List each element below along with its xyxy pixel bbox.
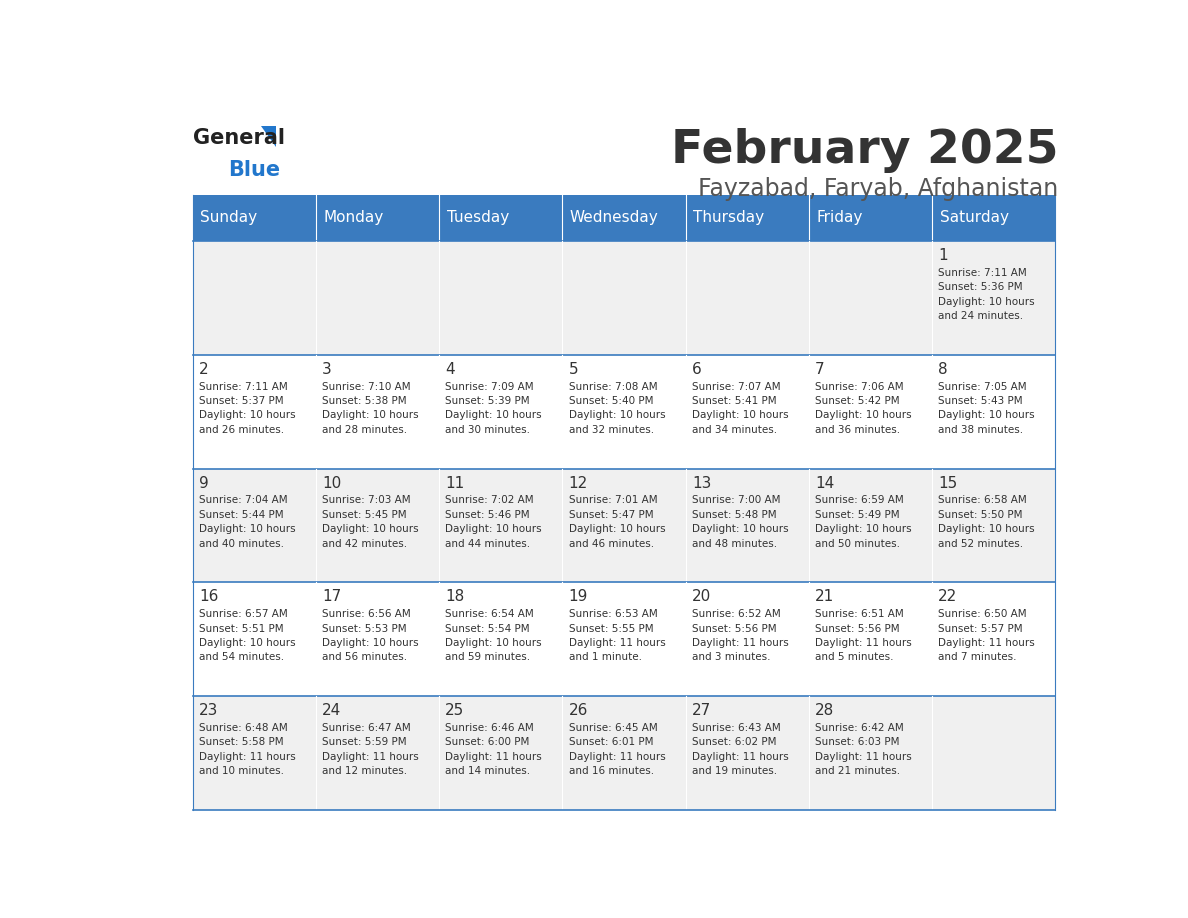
Text: Tuesday: Tuesday	[447, 210, 508, 226]
Text: Sunrise: 6:48 AM
Sunset: 5:58 PM
Daylight: 11 hours
and 10 minutes.: Sunrise: 6:48 AM Sunset: 5:58 PM Dayligh…	[198, 723, 296, 777]
Text: Sunrise: 6:42 AM
Sunset: 6:03 PM
Daylight: 11 hours
and 21 minutes.: Sunrise: 6:42 AM Sunset: 6:03 PM Dayligh…	[815, 723, 912, 777]
Bar	[192, 468, 1055, 582]
Text: 15: 15	[939, 476, 958, 490]
Text: 4: 4	[446, 362, 455, 376]
Bar	[192, 195, 316, 241]
Polygon shape	[261, 126, 277, 147]
Bar	[809, 195, 933, 241]
Text: 3: 3	[322, 362, 331, 376]
Bar	[440, 195, 562, 241]
Text: 20: 20	[691, 589, 712, 604]
Text: February 2025: February 2025	[671, 128, 1059, 173]
Text: Sunrise: 7:07 AM
Sunset: 5:41 PM
Daylight: 10 hours
and 34 minutes.: Sunrise: 7:07 AM Sunset: 5:41 PM Dayligh…	[691, 382, 789, 435]
Text: 25: 25	[446, 703, 465, 718]
Text: 8: 8	[939, 362, 948, 376]
Text: 19: 19	[569, 589, 588, 604]
Text: Sunrise: 7:00 AM
Sunset: 5:48 PM
Daylight: 10 hours
and 48 minutes.: Sunrise: 7:00 AM Sunset: 5:48 PM Dayligh…	[691, 496, 789, 549]
Text: Sunrise: 6:59 AM
Sunset: 5:49 PM
Daylight: 10 hours
and 50 minutes.: Sunrise: 6:59 AM Sunset: 5:49 PM Dayligh…	[815, 496, 911, 549]
Text: Sunrise: 7:06 AM
Sunset: 5:42 PM
Daylight: 10 hours
and 36 minutes.: Sunrise: 7:06 AM Sunset: 5:42 PM Dayligh…	[815, 382, 911, 435]
Bar	[316, 195, 440, 241]
Text: Sunrise: 6:45 AM
Sunset: 6:01 PM
Daylight: 11 hours
and 16 minutes.: Sunrise: 6:45 AM Sunset: 6:01 PM Dayligh…	[569, 723, 665, 777]
Text: 21: 21	[815, 589, 834, 604]
Text: Sunrise: 7:01 AM
Sunset: 5:47 PM
Daylight: 10 hours
and 46 minutes.: Sunrise: 7:01 AM Sunset: 5:47 PM Dayligh…	[569, 496, 665, 549]
Text: Fayzabad, Faryab, Afghanistan: Fayzabad, Faryab, Afghanistan	[697, 177, 1059, 201]
Text: Sunrise: 7:03 AM
Sunset: 5:45 PM
Daylight: 10 hours
and 42 minutes.: Sunrise: 7:03 AM Sunset: 5:45 PM Dayligh…	[322, 496, 418, 549]
Text: Sunrise: 6:51 AM
Sunset: 5:56 PM
Daylight: 11 hours
and 5 minutes.: Sunrise: 6:51 AM Sunset: 5:56 PM Dayligh…	[815, 610, 912, 663]
Text: Sunrise: 6:52 AM
Sunset: 5:56 PM
Daylight: 11 hours
and 3 minutes.: Sunrise: 6:52 AM Sunset: 5:56 PM Dayligh…	[691, 610, 789, 663]
Text: Sunday: Sunday	[200, 210, 258, 226]
Text: 11: 11	[446, 476, 465, 490]
Text: Sunrise: 7:04 AM
Sunset: 5:44 PM
Daylight: 10 hours
and 40 minutes.: Sunrise: 7:04 AM Sunset: 5:44 PM Dayligh…	[198, 496, 296, 549]
Text: Sunrise: 6:56 AM
Sunset: 5:53 PM
Daylight: 10 hours
and 56 minutes.: Sunrise: 6:56 AM Sunset: 5:53 PM Dayligh…	[322, 610, 418, 663]
Text: Sunrise: 6:50 AM
Sunset: 5:57 PM
Daylight: 11 hours
and 7 minutes.: Sunrise: 6:50 AM Sunset: 5:57 PM Dayligh…	[939, 610, 1035, 663]
Bar	[192, 354, 1055, 468]
Text: 27: 27	[691, 703, 712, 718]
Text: Sunrise: 6:43 AM
Sunset: 6:02 PM
Daylight: 11 hours
and 19 minutes.: Sunrise: 6:43 AM Sunset: 6:02 PM Dayligh…	[691, 723, 789, 777]
Text: 28: 28	[815, 703, 834, 718]
Text: Sunrise: 7:11 AM
Sunset: 5:36 PM
Daylight: 10 hours
and 24 minutes.: Sunrise: 7:11 AM Sunset: 5:36 PM Dayligh…	[939, 268, 1035, 321]
Text: Sunrise: 6:46 AM
Sunset: 6:00 PM
Daylight: 11 hours
and 14 minutes.: Sunrise: 6:46 AM Sunset: 6:00 PM Dayligh…	[446, 723, 542, 777]
Text: Sunrise: 7:08 AM
Sunset: 5:40 PM
Daylight: 10 hours
and 32 minutes.: Sunrise: 7:08 AM Sunset: 5:40 PM Dayligh…	[569, 382, 665, 435]
Text: 14: 14	[815, 476, 834, 490]
Bar	[192, 696, 1055, 810]
Text: 5: 5	[569, 362, 579, 376]
Text: Saturday: Saturday	[940, 210, 1009, 226]
Text: 26: 26	[569, 703, 588, 718]
Text: 6: 6	[691, 362, 702, 376]
Text: Sunrise: 7:02 AM
Sunset: 5:46 PM
Daylight: 10 hours
and 44 minutes.: Sunrise: 7:02 AM Sunset: 5:46 PM Dayligh…	[446, 496, 542, 549]
Bar	[192, 582, 1055, 696]
Text: Wednesday: Wednesday	[570, 210, 658, 226]
Text: 18: 18	[446, 589, 465, 604]
Text: Thursday: Thursday	[693, 210, 764, 226]
Text: Sunrise: 6:58 AM
Sunset: 5:50 PM
Daylight: 10 hours
and 52 minutes.: Sunrise: 6:58 AM Sunset: 5:50 PM Dayligh…	[939, 496, 1035, 549]
Text: Sunrise: 7:11 AM
Sunset: 5:37 PM
Daylight: 10 hours
and 26 minutes.: Sunrise: 7:11 AM Sunset: 5:37 PM Dayligh…	[198, 382, 296, 435]
Text: Friday: Friday	[816, 210, 862, 226]
Text: Sunrise: 6:54 AM
Sunset: 5:54 PM
Daylight: 10 hours
and 59 minutes.: Sunrise: 6:54 AM Sunset: 5:54 PM Dayligh…	[446, 610, 542, 663]
Text: 13: 13	[691, 476, 712, 490]
Text: Sunrise: 6:47 AM
Sunset: 5:59 PM
Daylight: 11 hours
and 12 minutes.: Sunrise: 6:47 AM Sunset: 5:59 PM Dayligh…	[322, 723, 419, 777]
Text: Sunrise: 7:05 AM
Sunset: 5:43 PM
Daylight: 10 hours
and 38 minutes.: Sunrise: 7:05 AM Sunset: 5:43 PM Dayligh…	[939, 382, 1035, 435]
Text: 1: 1	[939, 248, 948, 263]
Text: 22: 22	[939, 589, 958, 604]
Bar	[933, 195, 1055, 241]
Text: 17: 17	[322, 589, 341, 604]
Text: 24: 24	[322, 703, 341, 718]
Text: 10: 10	[322, 476, 341, 490]
Text: 16: 16	[198, 589, 219, 604]
Text: Monday: Monday	[323, 210, 384, 226]
Text: Sunrise: 6:53 AM
Sunset: 5:55 PM
Daylight: 11 hours
and 1 minute.: Sunrise: 6:53 AM Sunset: 5:55 PM Dayligh…	[569, 610, 665, 663]
Text: 9: 9	[198, 476, 209, 490]
Text: 7: 7	[815, 362, 824, 376]
Text: Sunrise: 7:09 AM
Sunset: 5:39 PM
Daylight: 10 hours
and 30 minutes.: Sunrise: 7:09 AM Sunset: 5:39 PM Dayligh…	[446, 382, 542, 435]
Bar	[192, 241, 1055, 354]
Text: 2: 2	[198, 362, 208, 376]
Text: General: General	[192, 128, 285, 148]
Text: Sunrise: 7:10 AM
Sunset: 5:38 PM
Daylight: 10 hours
and 28 minutes.: Sunrise: 7:10 AM Sunset: 5:38 PM Dayligh…	[322, 382, 418, 435]
Text: 23: 23	[198, 703, 219, 718]
Text: Blue: Blue	[228, 160, 280, 180]
Text: Sunrise: 6:57 AM
Sunset: 5:51 PM
Daylight: 10 hours
and 54 minutes.: Sunrise: 6:57 AM Sunset: 5:51 PM Dayligh…	[198, 610, 296, 663]
Text: 12: 12	[569, 476, 588, 490]
Bar	[562, 195, 685, 241]
Bar	[685, 195, 809, 241]
